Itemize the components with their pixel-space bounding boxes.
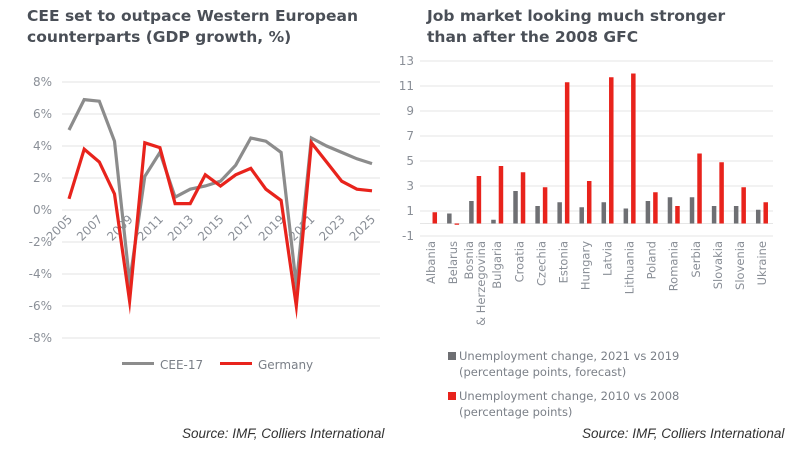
x-category-label: Hungary — [578, 241, 592, 290]
legend-gray-line2: (percentage points, forecast) — [459, 365, 627, 379]
y-tick-label: 13 — [400, 54, 414, 68]
y-tick-label: 1 — [406, 204, 414, 218]
legend-2021-vs-2019: Unemployment change, 2021 vs 2019 (perce… — [448, 348, 679, 380]
bar-2010-vs-2008 — [454, 223, 460, 225]
cee17-legend-swatch — [122, 362, 154, 365]
y-tick-label: -6% — [29, 299, 52, 313]
x-tick-label: 2025 — [347, 212, 378, 243]
bar-2021-vs-2019 — [667, 197, 673, 224]
bar-2010-vs-2008 — [498, 166, 504, 224]
legend-germany: Germany — [220, 358, 313, 372]
bar-2021-vs-2019 — [513, 191, 518, 224]
y-tick-label: 4% — [33, 139, 52, 153]
bar-2010-vs-2008 — [520, 172, 526, 224]
bar-2010-vs-2008 — [564, 82, 570, 224]
bar-2010-vs-2008 — [763, 202, 768, 224]
x-category-label: Bosnia — [462, 241, 476, 279]
x-category-label: Ukraine — [755, 241, 769, 285]
y-tick-label: 2% — [33, 171, 52, 185]
x-category-label: Croatia — [512, 241, 526, 282]
x-category-label: Bulgaria — [490, 241, 504, 289]
bar-2010-vs-2008 — [542, 187, 548, 224]
bar-2010-vs-2008 — [631, 73, 636, 224]
y-tick-label: 11 — [400, 79, 414, 93]
bar-2010-vs-2008 — [476, 176, 482, 224]
bar-2021-vs-2019 — [645, 201, 651, 224]
germany-legend-swatch — [220, 362, 252, 365]
bar-2010-vs-2008 — [719, 162, 724, 224]
cee17-legend-label: CEE-17 — [160, 358, 204, 372]
gray-legend-swatch — [448, 352, 456, 360]
bar-2010-vs-2008 — [697, 153, 702, 224]
y-tick-label: 8% — [33, 75, 52, 89]
x-tick-label: 2017 — [225, 212, 256, 243]
red-legend-swatch — [448, 392, 456, 400]
bar-2010-vs-2008 — [586, 181, 592, 224]
x-tick-label: 2013 — [165, 212, 196, 243]
x-category-label: Romania — [667, 241, 681, 291]
bar-2021-vs-2019 — [491, 219, 496, 224]
bar-2010-vs-2008 — [432, 212, 438, 224]
gdp-line-chart: 8%6%4%2%0%-2%-4%-6%-8%200520072009201120… — [29, 75, 380, 345]
y-tick-label: -4% — [29, 267, 52, 281]
gdp-chart-title: CEE set to outpace Western European coun… — [27, 7, 358, 46]
x-category-label: & Herzegovina — [474, 241, 488, 326]
bar-2021-vs-2019 — [755, 209, 761, 224]
x-category-label: Czechia — [534, 241, 548, 286]
y-tick-label: 9 — [406, 104, 414, 118]
bar-2021-vs-2019 — [535, 206, 540, 224]
job-chart-title: Job market looking much stronger than af… — [427, 7, 726, 46]
bar-2021-vs-2019 — [733, 206, 739, 224]
y-tick-label: 0% — [33, 203, 52, 217]
legend-red-line1: Unemployment change, 2010 vs 2008 — [459, 389, 680, 403]
legend-cee17: CEE-17 — [122, 358, 203, 372]
y-tick-label: 6% — [33, 107, 52, 121]
x-category-label: Lithuania — [623, 241, 637, 294]
bar-2010-vs-2008 — [609, 77, 614, 224]
legend-2010-vs-2008: Unemployment change, 2010 vs 2008 (perce… — [448, 388, 679, 420]
gdp-growth-panel: CEE set to outpace Western European coun… — [27, 7, 385, 441]
bar-2010-vs-2008 — [675, 206, 680, 224]
bar-2021-vs-2019 — [579, 207, 584, 224]
legend-red-line2: (percentage points) — [459, 405, 573, 419]
y-tick-label: -8% — [29, 331, 52, 345]
gdp-source-note: Source: IMF, Colliers International — [182, 426, 385, 441]
x-category-label: Slovenia — [733, 241, 747, 290]
bar-2021-vs-2019 — [601, 202, 607, 224]
y-tick-label: -2% — [29, 235, 52, 249]
y-tick-label: 3 — [406, 179, 414, 193]
bar-2010-vs-2008 — [741, 187, 746, 224]
x-tick-label: 2015 — [195, 212, 226, 243]
x-tick-label: 2007 — [74, 212, 105, 243]
x-category-label: Serbia — [689, 241, 703, 278]
y-tick-label: 5 — [406, 154, 414, 168]
job-market-panel: Job market looking much stronger than af… — [400, 0, 800, 452]
x-category-label: Poland — [645, 241, 659, 279]
bar-2021-vs-2019 — [469, 201, 474, 224]
x-category-label: Albania — [424, 241, 438, 284]
x-category-label: Estonia — [556, 241, 570, 283]
bar-2021-vs-2019 — [447, 213, 452, 224]
x-category-label: Latvia — [601, 241, 615, 276]
bar-2021-vs-2019 — [557, 202, 562, 224]
x-category-label: Belarus — [446, 241, 460, 284]
bar-2021-vs-2019 — [623, 208, 629, 224]
x-category-label: Slovakia — [711, 241, 725, 289]
bar-2021-vs-2019 — [689, 197, 695, 224]
x-tick-label: 2023 — [316, 212, 347, 243]
legend-gray-line1: Unemployment change, 2021 vs 2019 — [459, 349, 680, 363]
germany-legend-label: Germany — [258, 358, 314, 372]
bar-2021-vs-2019 — [711, 206, 717, 224]
bar-2010-vs-2008 — [653, 192, 658, 224]
unemployment-bar-chart: 13 11 9 7 5 3 1 -1 Albania Belarus Bosnia& Herzego… — [400, 54, 773, 326]
y-tick-label: 7 — [406, 129, 414, 143]
job-source-note: Source: IMF, Colliers International — [582, 426, 785, 441]
y-tick-label: -1 — [402, 229, 414, 243]
